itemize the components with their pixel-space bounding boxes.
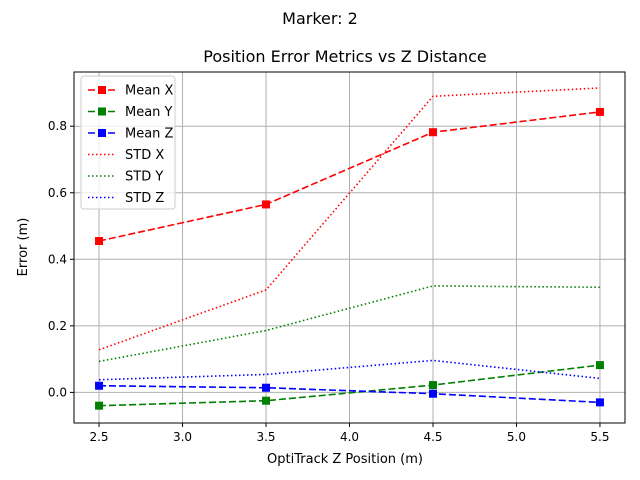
data-point-mean-z — [595, 398, 604, 407]
data-point-mean-y — [428, 381, 437, 390]
series-line-mean-z — [99, 384, 600, 404]
legend-label-std-z: STD Z — [125, 191, 164, 206]
legend-label-std-y: STD Y — [125, 170, 163, 185]
ticks: 2.5 3.0 3.5 4.0 4.5 5.0 5.5 0.0 0.2 0.4 0.6 0.8 — [48, 119, 610, 444]
y-tick-label: 0.2 — [48, 319, 67, 333]
series-layer — [95, 87, 604, 410]
x-tick-label: 5.5 — [590, 430, 609, 444]
chart-title: Position Error Metrics vs Z Distance — [203, 47, 487, 66]
legend: Mean X Mean Y Mean Z STD X STD Y STD Z — [80, 75, 176, 210]
chart-suptitle: Marker: 2 — [282, 9, 358, 28]
data-point-mean-x — [595, 107, 604, 116]
x-tick-label: 3.5 — [256, 430, 275, 444]
legend-marker-mean-x — [98, 86, 106, 94]
data-point-mean-y — [595, 361, 604, 370]
legend-marker-mean-z — [98, 129, 106, 137]
data-point-mean-x — [262, 200, 271, 209]
series-line-std-x — [98, 87, 600, 351]
legend-label-mean-z: Mean Z — [125, 127, 174, 142]
series-line-mean-y — [99, 364, 601, 407]
y-tick-label: 0.4 — [48, 252, 67, 266]
x-tick-label: 5.0 — [507, 430, 526, 444]
y-axis-label: Error (m) — [16, 218, 31, 277]
y-tick-label: 0.6 — [48, 186, 67, 200]
legend-label-std-x: STD X — [125, 148, 164, 163]
data-point-mean-x — [95, 237, 104, 246]
legend-label-mean-y: Mean Y — [125, 105, 173, 120]
data-point-mean-y — [262, 396, 271, 405]
series-line-mean-x — [98, 111, 601, 242]
y-tick-label: 0.8 — [48, 119, 67, 133]
legend-label-mean-x: Mean X — [125, 84, 174, 99]
legend-marker-mean-y — [98, 107, 106, 116]
data-point-mean-y — [95, 401, 104, 410]
data-point-mean-x — [428, 128, 437, 137]
y-tick-label: 0.0 — [48, 385, 67, 399]
data-point-mean-z — [95, 381, 104, 390]
data-point-mean-z — [428, 389, 437, 398]
series-line-std-y — [98, 285, 600, 363]
x-tick-label: 4.0 — [340, 430, 359, 444]
x-tick-label: 2.5 — [89, 430, 108, 444]
data-point-mean-z — [262, 383, 271, 392]
x-axis-label: OptiTrack Z Position (m) — [267, 452, 423, 467]
x-tick-label: 4.5 — [423, 430, 442, 444]
x-tick-label: 3.0 — [173, 430, 192, 444]
